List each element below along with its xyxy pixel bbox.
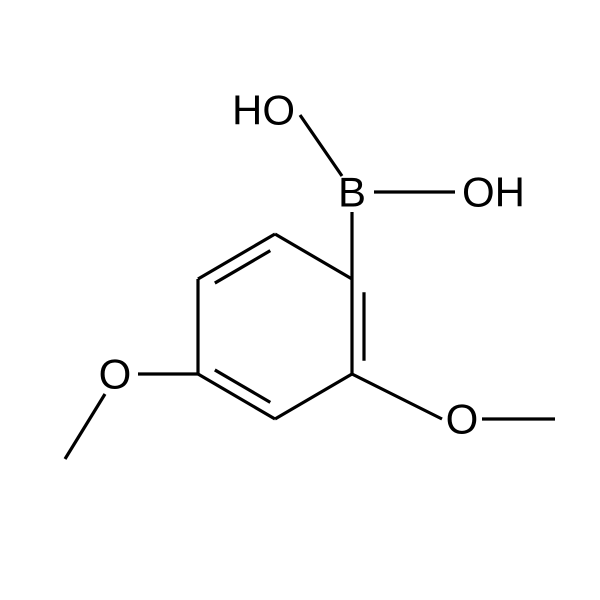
atom-label-OH1: OH: [462, 169, 525, 216]
atom-label-O_right: O: [446, 396, 479, 443]
bond-Oleft-Me: [65, 394, 105, 459]
atom-label-B: B: [338, 169, 366, 216]
bond-c2-Oright: [352, 374, 442, 419]
bond-B-OH2: [300, 115, 342, 176]
molecule-diagram: B OH HO O O: [0, 0, 600, 600]
bond-ring-c5-c6-inner: [215, 251, 270, 283]
bond-ring-c6-c1: [275, 234, 352, 279]
bond-ring-c2-c3: [275, 374, 352, 419]
atom-label-HO2: HO: [232, 87, 295, 134]
atom-label-O_left: O: [99, 351, 132, 398]
bond-ring-c3-c4-inner: [215, 370, 270, 402]
